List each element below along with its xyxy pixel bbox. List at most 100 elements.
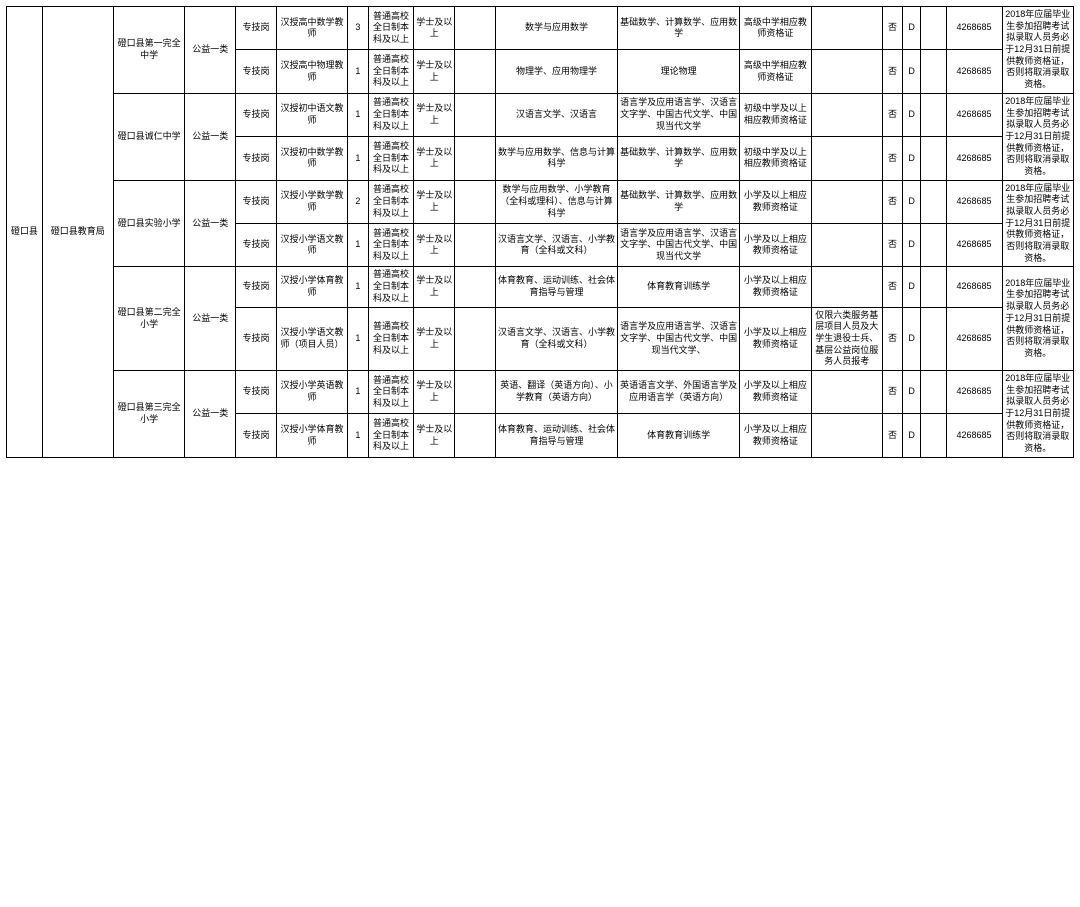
cert-cell: 小学及以上相应教师资格证 [740,180,811,223]
qty-cell: 1 [348,137,368,180]
dir-cell: 语言学及应用语言学、汉语言文字学、中国古代文学、中国现当代文学 [618,224,740,267]
major-cell: 汉语言文学、汉语言、小学教育（全科或文科） [495,307,617,370]
welfare-cell: 公益一类 [185,180,236,267]
no-cell: 否 [882,370,902,413]
position-cell: 汉授初中数学教师 [276,137,347,180]
phone-cell: 4268685 [946,370,1002,413]
dir-cell: 英语语言文学、外国语言学及应用语言学（英语方向） [618,370,740,413]
blank2-cell [921,180,946,223]
blank2-cell [921,93,946,136]
position-cell: 汉授小学语文教师（项目人员） [276,307,347,370]
school-cell: 磴口县实验小学 [113,180,184,267]
qty-cell: 1 [348,370,368,413]
degree-cell: 学士及以上 [414,370,455,413]
remark-cell: 2018年应届毕业生参加招聘考试拟录取人员务必于12月31日前提供教师资格证，否… [1002,370,1073,457]
d-cell: D [903,137,921,180]
dir-cell: 语言学及应用语言学、汉语言文字学、中国古代文学、中国现当代文学、 [618,307,740,370]
limit-cell [811,180,882,223]
cert-cell: 初级中学及以上相应教师资格证 [740,137,811,180]
no-cell: 否 [882,7,902,50]
degree-cell: 学士及以上 [414,50,455,93]
qty-cell: 1 [348,50,368,93]
welfare-cell: 公益一类 [185,370,236,457]
limit-cell [811,7,882,50]
phone-cell: 4268685 [946,307,1002,370]
no-cell: 否 [882,307,902,370]
degree-cell: 学士及以上 [414,267,455,307]
edu-cell: 普通高校全日制本科及以上 [368,414,414,457]
d-cell: D [903,180,921,223]
degree-cell: 学士及以上 [414,224,455,267]
major-cell: 数学与应用数学、小学教育（全科或理科）、信息与计算科学 [495,180,617,223]
edu-cell: 普通高校全日制本科及以上 [368,224,414,267]
blank1-cell [455,224,496,267]
edu-cell: 普通高校全日制本科及以上 [368,180,414,223]
table-row: 磴口县实验小学公益一类专技岗汉授小学数学教师2普通高校全日制本科及以上学士及以上… [7,180,1074,223]
blank2-cell [921,7,946,50]
post-cell: 专技岗 [236,137,277,180]
no-cell: 否 [882,267,902,307]
limit-cell [811,137,882,180]
cert-cell: 初级中学及以上相应教师资格证 [740,93,811,136]
position-cell: 汉授小学语文教师 [276,224,347,267]
limit-cell [811,414,882,457]
limit-cell: 仅限六类服务基层项目人员及大学生退役士兵、基层公益岗位服务人员报考 [811,307,882,370]
phone-cell: 4268685 [946,224,1002,267]
blank2-cell [921,414,946,457]
d-cell: D [903,267,921,307]
no-cell: 否 [882,50,902,93]
degree-cell: 学士及以上 [414,180,455,223]
qty-cell: 2 [348,180,368,223]
bureau-cell: 磴口县教育局 [42,7,113,458]
major-cell: 体育教育、运动训练、社会体育指导与管理 [495,414,617,457]
cert-cell: 小学及以上相应教师资格证 [740,307,811,370]
blank2-cell [921,137,946,180]
blank1-cell [455,370,496,413]
position-cell: 汉授小学体育教师 [276,414,347,457]
post-cell: 专技岗 [236,414,277,457]
major-cell: 数学与应用数学、信息与计算科学 [495,137,617,180]
blank1-cell [455,414,496,457]
degree-cell: 学士及以上 [414,414,455,457]
cert-cell: 小学及以上相应教师资格证 [740,370,811,413]
qty-cell: 1 [348,267,368,307]
welfare-cell: 公益一类 [185,7,236,94]
qty-cell: 3 [348,7,368,50]
edu-cell: 普通高校全日制本科及以上 [368,7,414,50]
blank1-cell [455,7,496,50]
post-cell: 专技岗 [236,307,277,370]
dir-cell: 基础数学、计算数学、应用数学 [618,137,740,180]
post-cell: 专技岗 [236,370,277,413]
degree-cell: 学士及以上 [414,7,455,50]
welfare-cell: 公益一类 [185,93,236,180]
cert-cell: 高级中学相应教师资格证 [740,50,811,93]
school-cell: 磴口县第一完全中学 [113,7,184,94]
major-cell: 汉语言文学、汉语言 [495,93,617,136]
blank2-cell [921,224,946,267]
edu-cell: 普通高校全日制本科及以上 [368,137,414,180]
phone-cell: 4268685 [946,137,1002,180]
position-cell: 汉授小学英语教师 [276,370,347,413]
school-cell: 磴口县诚仁中学 [113,93,184,180]
major-cell: 英语、翻译（英语方向）、小学教育（英语方向） [495,370,617,413]
post-cell: 专技岗 [236,7,277,50]
major-cell: 汉语言文学、汉语言、小学教育（全科或文科） [495,224,617,267]
recruitment-table: 磴口县磴口县教育局磴口县第一完全中学公益一类专技岗汉授高中数学教师3普通高校全日… [6,6,1074,458]
blank2-cell [921,370,946,413]
edu-cell: 普通高校全日制本科及以上 [368,370,414,413]
cert-cell: 高级中学相应教师资格证 [740,7,811,50]
edu-cell: 普通高校全日制本科及以上 [368,267,414,307]
table-row: 磴口县磴口县教育局磴口县第一完全中学公益一类专技岗汉授高中数学教师3普通高校全日… [7,7,1074,50]
d-cell: D [903,370,921,413]
school-cell: 磴口县第三完全小学 [113,370,184,457]
no-cell: 否 [882,137,902,180]
post-cell: 专技岗 [236,224,277,267]
dir-cell: 基础数学、计算数学、应用数学 [618,180,740,223]
blank1-cell [455,307,496,370]
remark-cell: 2018年应届毕业生参加招聘考试拟录取人员务必于12月31日前提供教师资格证，否… [1002,93,1073,180]
major-cell: 体育教育、运动训练、社会体育指导与管理 [495,267,617,307]
blank2-cell [921,50,946,93]
qty-cell: 1 [348,414,368,457]
phone-cell: 4268685 [946,267,1002,307]
position-cell: 汉授初中语文教师 [276,93,347,136]
